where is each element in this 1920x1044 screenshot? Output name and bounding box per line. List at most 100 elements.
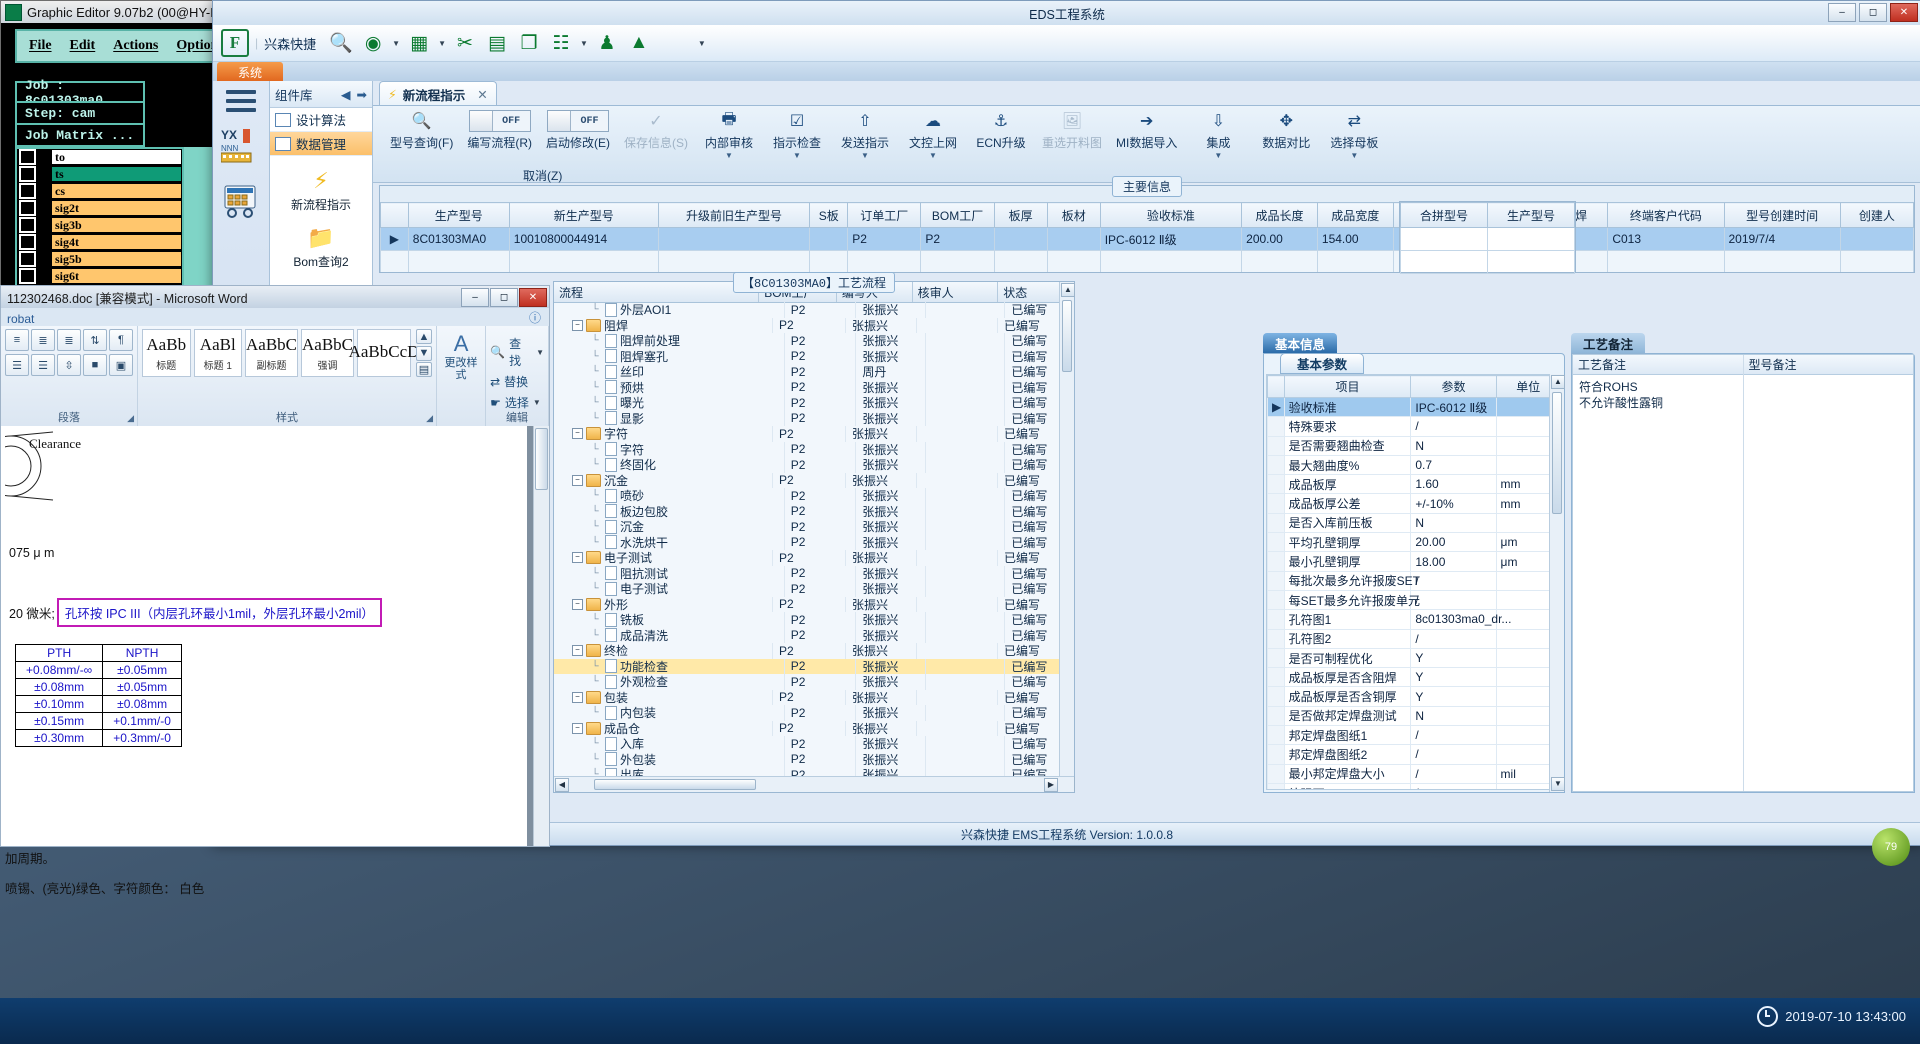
param-value[interactable]: / — [1410, 416, 1497, 437]
expander-icon[interactable]: − — [572, 598, 583, 610]
layer-checkbox[interactable] — [19, 251, 36, 267]
scroll-up-icon[interactable]: ▲ — [1551, 375, 1565, 389]
flow-row[interactable]: − 字符 P2 张振兴 已编写 — [554, 426, 1074, 442]
table-row[interactable]: 是否需要翘曲检查 N — [1267, 435, 1561, 456]
table-row[interactable] — [1400, 227, 1575, 251]
table-cell[interactable] — [993, 250, 1048, 272]
line-spacing-icon[interactable]: ⇳ — [57, 354, 81, 376]
flow-row[interactable]: └ 沉金 P2 张振兴 已编写 — [554, 519, 1074, 535]
param-value[interactable]: 18.00 — [1410, 551, 1497, 572]
table-cell[interactable] — [920, 250, 995, 272]
column-header[interactable]: 生产型号 — [407, 202, 510, 228]
column-header[interactable]: 单位 — [1495, 375, 1561, 398]
layer-row[interactable]: sig2t — [17, 200, 182, 217]
param-value[interactable]: 0.7 — [1410, 454, 1497, 476]
layer-checkbox[interactable] — [19, 268, 36, 284]
component-library-items[interactable]: 设计算法 数据管理 — [270, 108, 372, 156]
param-item[interactable]: 是否可制程优化 — [1283, 647, 1412, 669]
scroll-down-icon[interactable]: ▼ — [416, 345, 432, 361]
flow-row-name-cell[interactable]: └ 预烘 — [554, 379, 784, 396]
column-header[interactable]: 合拼型号 — [1400, 202, 1488, 228]
column-header[interactable]: 板材 — [1046, 202, 1101, 228]
table-row[interactable]: 孔符图2/ — [1267, 628, 1561, 649]
word-document-page[interactable]: Clearance 075 μ m 20 微米; 孔环按 IPC III（内层孔… — [1, 426, 549, 896]
flow-row[interactable]: └ 阻抗测试 P2 张振兴 已编写 — [554, 565, 1074, 581]
flow-row[interactable]: └ 入库 P2 张振兴 已编写 — [554, 736, 1074, 752]
eds-ribbon[interactable]: 🔍 型号查询(F) OFF 编写流程(R) OFF 启动修改(E) ✓ 保存信息(S) 🖶 内部审… — [373, 105, 1920, 183]
paragraph-dialog-launcher[interactable]: ◢ — [127, 413, 134, 423]
table-row[interactable]: 每SET最多允许报废单元 / — [1267, 589, 1561, 611]
table-row[interactable]: 最小孔壁铜厚 18.00 μm — [1267, 551, 1561, 572]
chevron-down-icon[interactable]: ▼ — [929, 151, 937, 160]
flow-row[interactable]: − 电子测试 P2 张振兴 已编写 — [554, 550, 1074, 566]
table-row[interactable]: 孔符图1 8c01303ma0_dr... — [1267, 609, 1561, 630]
flow-row-name-cell[interactable]: − 沉金 — [554, 472, 772, 489]
ribbon-button[interactable]: 🖶 内部审核 ▼ — [695, 106, 763, 160]
param-item[interactable]: 每SET最多允许报废单元 — [1283, 589, 1420, 611]
process-flow-hscroll-thumb[interactable] — [594, 779, 756, 790]
more-styles-icon[interactable]: ▤ — [416, 362, 432, 377]
cancel-label[interactable]: 取消(Z) — [523, 169, 563, 183]
process-flow-vscrollbar[interactable]: ▲ ▼ — [1059, 282, 1075, 792]
back-arrow-icon[interactable]: ◀ — [340, 87, 351, 102]
align-center-icon[interactable]: ☰ — [31, 354, 55, 376]
column-header[interactable]: 终端客户代码 — [1607, 202, 1725, 228]
layer-checkbox[interactable] — [19, 166, 36, 182]
flow-row-name-cell[interactable]: └ 丝印 — [554, 363, 784, 380]
column-header[interactable]: BOM工厂 — [920, 202, 995, 228]
style-gallery-item[interactable]: AaBbC 副标题 — [245, 329, 298, 377]
flow-row-name-cell[interactable]: └ 终固化 — [554, 456, 784, 473]
word-change-styles[interactable]: A 更改样式 — [437, 326, 487, 426]
word-tab-acrobat[interactable]: robat — [7, 312, 35, 326]
expander-icon[interactable]: − — [572, 474, 583, 486]
minimize-button[interactable]: – — [1828, 3, 1856, 22]
tab-basic-info[interactable]: 基本信息 — [1263, 333, 1338, 353]
table-row[interactable] — [380, 250, 1914, 272]
table-cell[interactable] — [1487, 227, 1575, 251]
flow-row-name-cell[interactable]: └ 外包装 — [554, 751, 784, 768]
shading-icon[interactable]: ■ — [83, 354, 107, 376]
flow-row-name-cell[interactable]: − 电子测试 — [554, 549, 772, 566]
nav-item-default[interactable]: 设计算法 — [270, 108, 372, 132]
ribbon-button[interactable]: OFF 编写流程(R) — [460, 106, 539, 151]
table-row[interactable]: 补强面/ — [1267, 782, 1561, 789]
table-cell[interactable]: 8C01303MA0 — [407, 227, 510, 251]
param-value[interactable]: N — [1410, 705, 1497, 727]
chevron-down-icon[interactable]: ▼ — [392, 38, 401, 48]
flow-row[interactable]: └ 功能检查 P2 张振兴 已编写 — [554, 658, 1074, 674]
table-row[interactable]: 最小邦定焊盘大小 / mil — [1267, 763, 1561, 784]
table-cell[interactable]: 10010800044914 — [508, 227, 659, 251]
menu-options[interactable]: Options — [176, 38, 224, 53]
expander-icon[interactable]: − — [572, 552, 583, 564]
flow-row[interactable]: └ 外观检查 P2 张振兴 已编写 — [554, 674, 1074, 690]
flow-row-name-cell[interactable]: └ 铣板 — [554, 611, 784, 628]
param-item[interactable]: 是否做邦定焊盘测试 — [1283, 705, 1412, 727]
table-cell[interactable]: 154.00 — [1316, 227, 1394, 251]
param-value[interactable]: 1.60 — [1410, 474, 1497, 495]
table-cell[interactable] — [847, 250, 922, 272]
table-cell[interactable] — [1607, 250, 1725, 272]
table-row[interactable]: 特殊要求 / — [1267, 416, 1561, 437]
param-item[interactable]: 最小孔壁铜厚 — [1283, 551, 1412, 572]
ribbon-button[interactable]: ⇧ 发送指示 ▼ — [831, 106, 899, 160]
grid-icon[interactable]: ☷ — [552, 32, 570, 54]
flow-row-name-cell[interactable]: − 包装 — [554, 689, 772, 706]
flow-row[interactable]: └ 板边包胶 P2 张振兴 已编写 — [554, 503, 1074, 519]
column-header[interactable]: S板 — [809, 202, 849, 228]
flow-row[interactable]: └ 外包装 P2 张振兴 已编写 — [554, 751, 1074, 768]
close-icon[interactable]: ✕ — [477, 87, 488, 102]
chevron-down-icon[interactable]: ▼ — [861, 151, 869, 160]
ribbon-button[interactable]: ⇩ 集成 ▼ — [1184, 106, 1252, 160]
align-left-icon[interactable]: ☰ — [5, 354, 29, 376]
param-item[interactable]: 补强面 — [1283, 782, 1412, 789]
param-item[interactable]: 最小邦定焊盘大小 — [1283, 763, 1412, 784]
flow-row-name-cell[interactable]: └ 显影 — [554, 410, 784, 427]
param-item[interactable]: 成品板厚 — [1283, 474, 1412, 495]
style-gallery-item[interactable]: AaBb 标题 — [142, 329, 191, 377]
flow-row-name-cell[interactable]: └ 入库 — [554, 735, 784, 752]
multilevel-list-icon[interactable]: ≣ — [57, 329, 81, 351]
table-cell[interactable] — [1241, 250, 1318, 272]
help-icon[interactable]: ⓘ — [528, 311, 541, 325]
word-minimize-button[interactable]: – — [461, 287, 489, 307]
table-cell[interactable] — [993, 227, 1048, 251]
